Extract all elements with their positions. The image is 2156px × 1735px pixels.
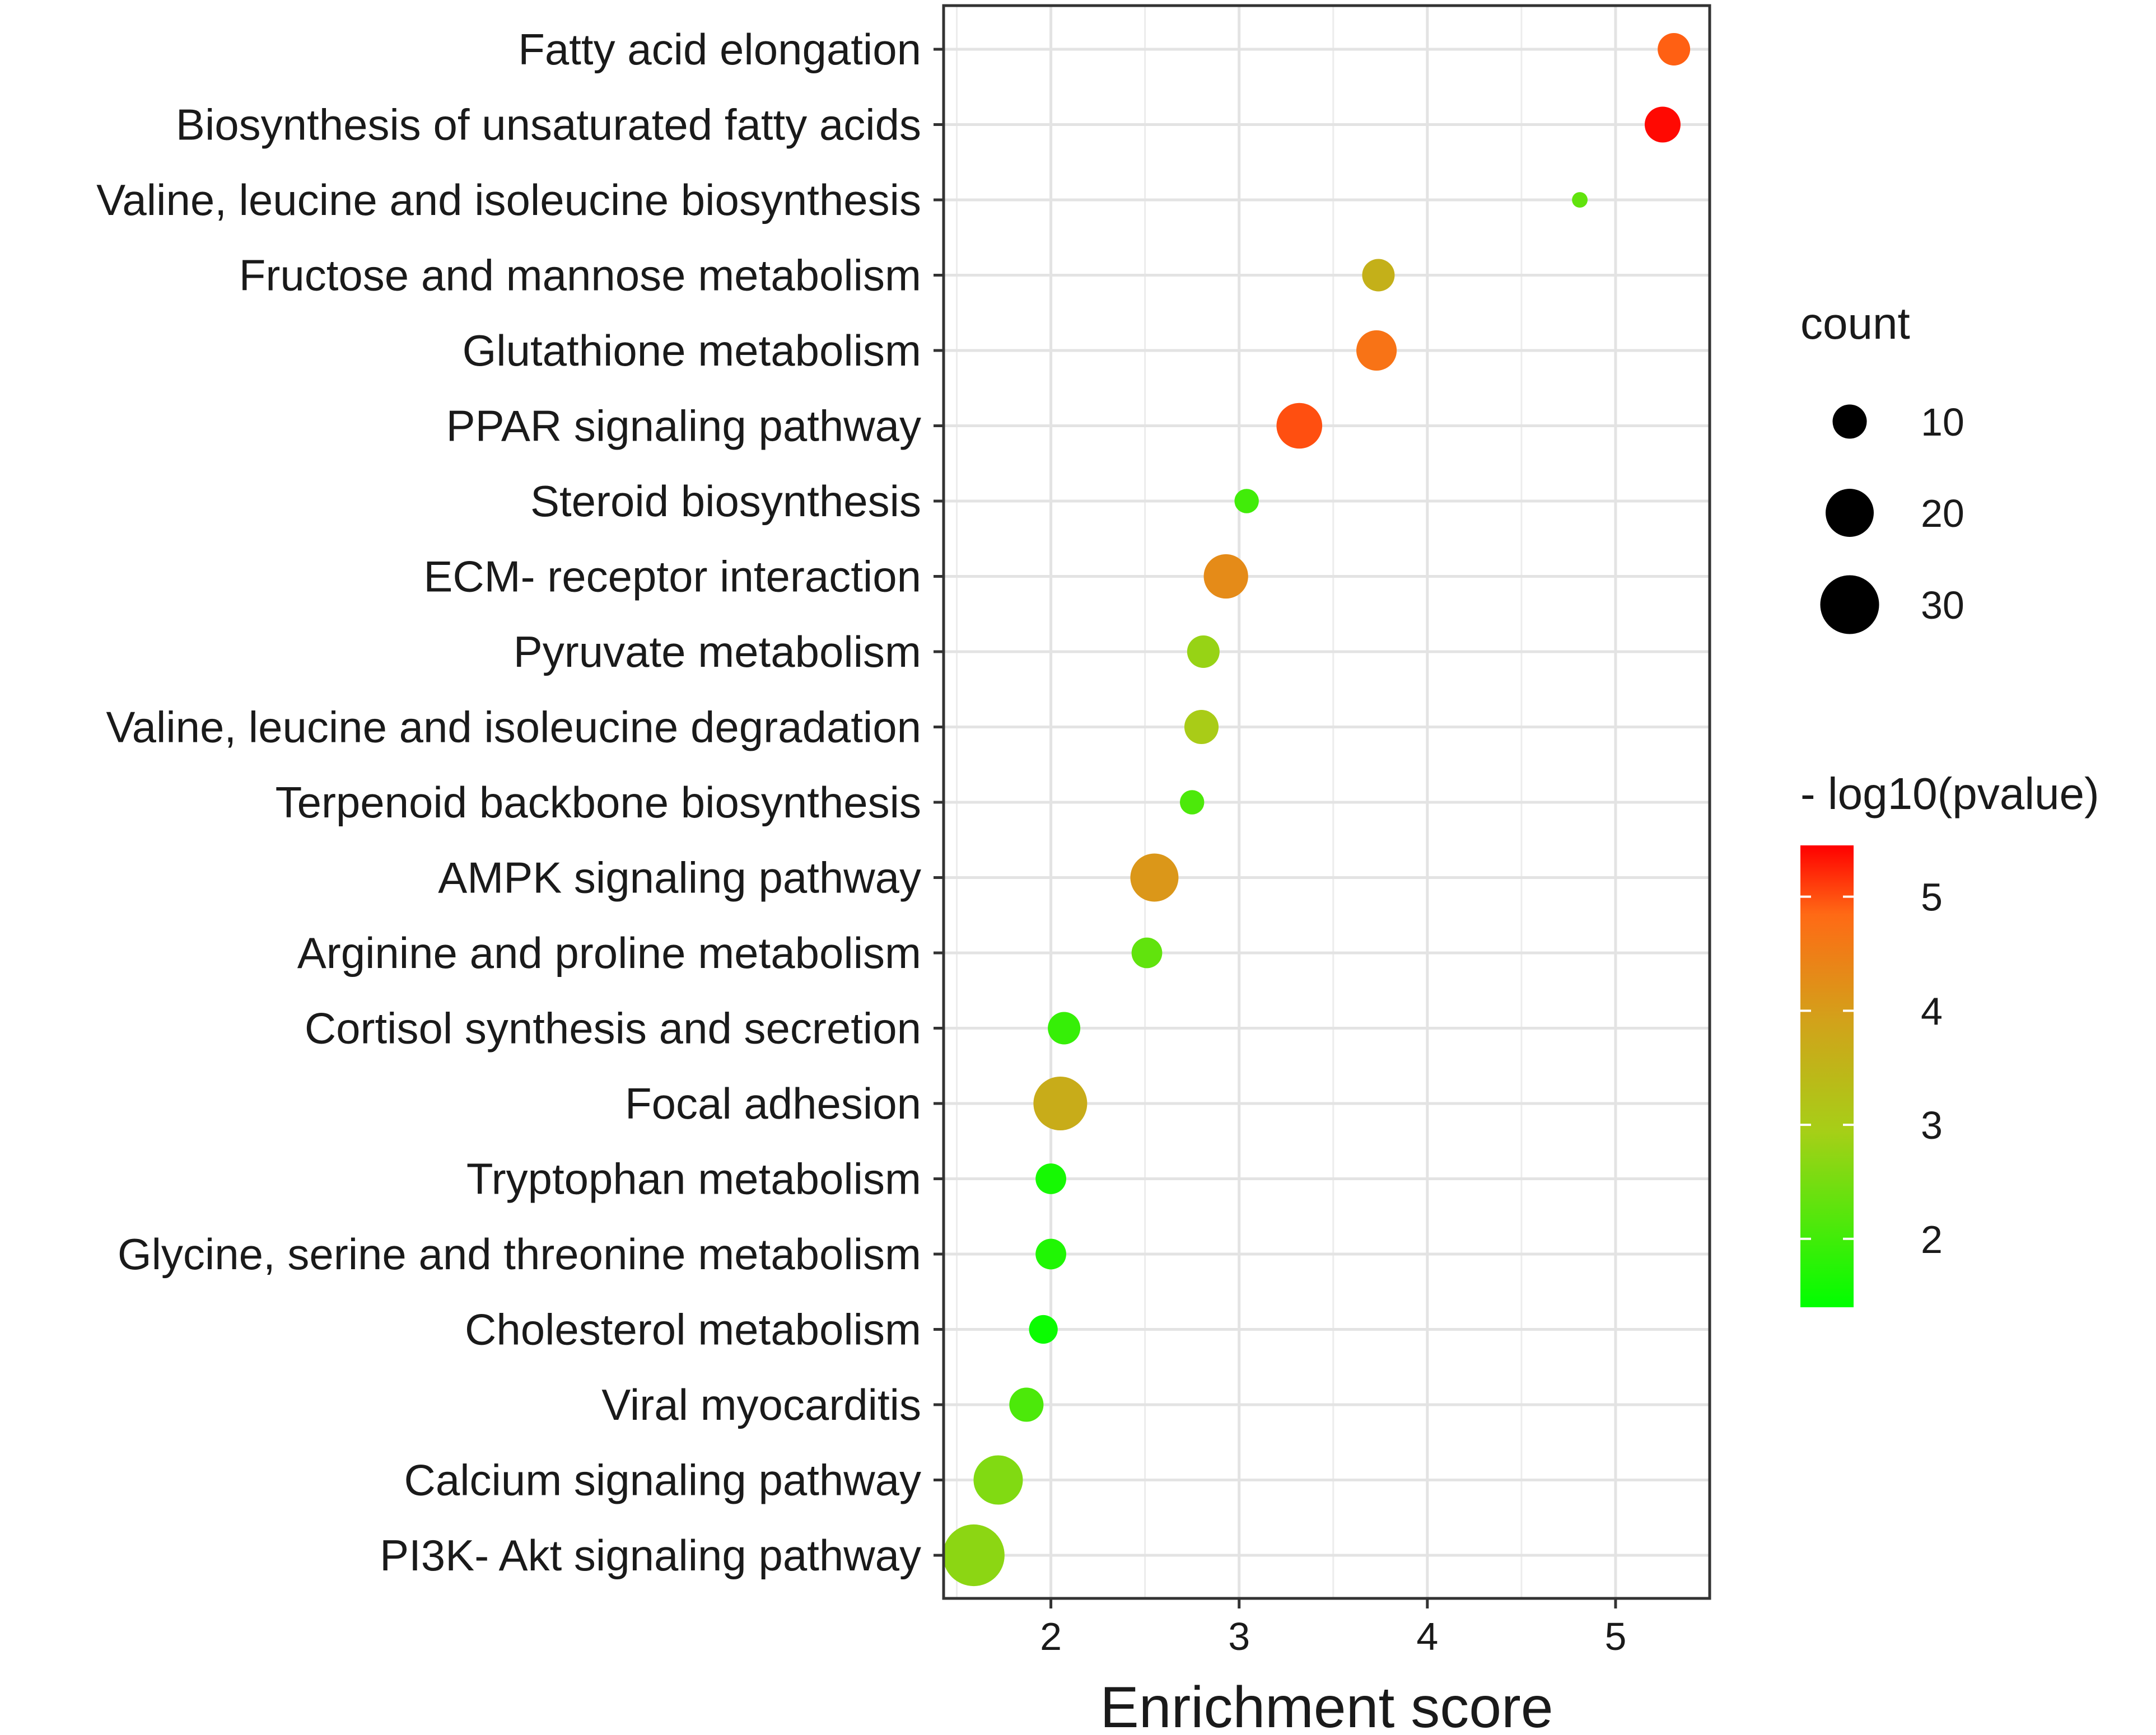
y-tick-label: Cholesterol metabolism bbox=[465, 1305, 921, 1354]
size-legend-key bbox=[1832, 404, 1867, 439]
data-point bbox=[1572, 192, 1588, 208]
data-point bbox=[1035, 1238, 1066, 1270]
color-legend-title: - log10(pvalue) bbox=[1800, 769, 2099, 819]
data-point bbox=[973, 1455, 1023, 1505]
data-points bbox=[942, 33, 1691, 1587]
data-point bbox=[1362, 259, 1395, 292]
data-point bbox=[1276, 403, 1323, 449]
data-point bbox=[1033, 1077, 1088, 1130]
data-point bbox=[1048, 1012, 1081, 1045]
y-tick-label: Steroid biosynthesis bbox=[530, 476, 921, 526]
y-tick-label: Valine, leucine and isoleucine degradati… bbox=[106, 703, 921, 752]
data-point bbox=[1658, 33, 1691, 66]
data-point bbox=[1035, 1163, 1066, 1194]
y-tick-label: Valine, leucine and isoleucine biosynthe… bbox=[96, 175, 921, 225]
y-tick-label: ECM- receptor interaction bbox=[423, 552, 921, 601]
y-tick-label: Fructose and mannose metabolism bbox=[239, 251, 921, 300]
x-tick-label: 4 bbox=[1416, 1615, 1438, 1658]
y-axis: Fatty acid elongation Biosynthesis of uns… bbox=[96, 25, 944, 1580]
colorbar-label: 5 bbox=[1921, 876, 1943, 919]
y-tick-label: Fatty acid elongation bbox=[518, 25, 921, 74]
data-point bbox=[1029, 1315, 1058, 1344]
data-point bbox=[942, 1524, 1005, 1587]
x-axis-title: Enrichment score bbox=[1100, 1675, 1553, 1735]
color-legend: - log10(pvalue) 2 3 4 5 bbox=[1800, 769, 2099, 1307]
data-point bbox=[1356, 330, 1397, 371]
size-legend-label: 30 bbox=[1921, 583, 1964, 627]
x-axis: 2 3 4 5 bbox=[1040, 1598, 1626, 1658]
size-legend-title: count bbox=[1800, 298, 1910, 348]
colorbar bbox=[1800, 845, 1854, 1307]
grid-major bbox=[944, 6, 1710, 1598]
y-tick-label: PI3K- Akt signaling pathway bbox=[380, 1531, 921, 1580]
y-tick-label: AMPK signaling pathway bbox=[438, 853, 921, 902]
x-tick-label: 5 bbox=[1604, 1615, 1626, 1658]
y-tick-label: Arginine and proline metabolism bbox=[297, 928, 921, 978]
data-point bbox=[1131, 937, 1163, 969]
colorbar-label: 2 bbox=[1921, 1218, 1943, 1261]
y-tick-label: Cortisol synthesis and secretion bbox=[305, 1004, 921, 1053]
data-point bbox=[1187, 635, 1220, 668]
size-legend: count 10 20 30 bbox=[1800, 298, 1964, 634]
x-tick-label: 3 bbox=[1228, 1615, 1250, 1658]
y-tick-label: Biosynthesis of unsaturated fatty acids bbox=[176, 100, 921, 149]
y-tick-label: Focal adhesion bbox=[625, 1079, 921, 1128]
y-tick-label: Tryptophan metabolism bbox=[466, 1154, 921, 1204]
x-tick-label: 2 bbox=[1040, 1615, 1062, 1658]
colorbar-label: 3 bbox=[1921, 1103, 1943, 1147]
data-point bbox=[1644, 106, 1681, 143]
y-tick-label: Pyruvate metabolism bbox=[514, 627, 921, 676]
y-tick-label: Terpenoid backbone biosynthesis bbox=[276, 778, 921, 827]
data-point bbox=[1179, 790, 1205, 815]
data-point bbox=[1130, 853, 1179, 902]
y-tick-label: Viral myocarditis bbox=[601, 1380, 921, 1429]
y-tick-label: Calcium signaling pathway bbox=[404, 1456, 921, 1505]
y-tick-label: PPAR signaling pathway bbox=[446, 401, 921, 451]
data-point bbox=[1184, 709, 1219, 745]
size-legend-label: 20 bbox=[1921, 492, 1964, 535]
data-point bbox=[1009, 1387, 1044, 1422]
size-legend-key bbox=[1820, 575, 1879, 634]
size-legend-label: 10 bbox=[1921, 400, 1964, 444]
y-tick-label: Glutathione metabolism bbox=[463, 326, 921, 375]
data-point bbox=[1203, 554, 1248, 599]
colorbar-label: 4 bbox=[1921, 989, 1943, 1033]
data-point bbox=[1234, 489, 1259, 513]
y-tick-label: Glycine, serine and threonine metabolism bbox=[118, 1229, 921, 1279]
size-legend-key bbox=[1826, 489, 1874, 537]
